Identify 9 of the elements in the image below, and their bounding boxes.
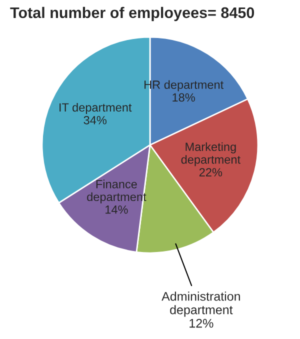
data-label: 22% xyxy=(199,168,222,176)
data-label: 34% xyxy=(84,116,107,124)
chart-title: Total number of employees= 8450 xyxy=(10,6,254,22)
slice-label: Administration department xyxy=(162,292,240,317)
data-label: 12% xyxy=(190,318,214,328)
slice-label: IT department xyxy=(60,102,132,114)
data-label: 14% xyxy=(106,205,128,214)
data-label: 18% xyxy=(172,93,195,102)
slice-label: Marketing department xyxy=(181,142,240,166)
